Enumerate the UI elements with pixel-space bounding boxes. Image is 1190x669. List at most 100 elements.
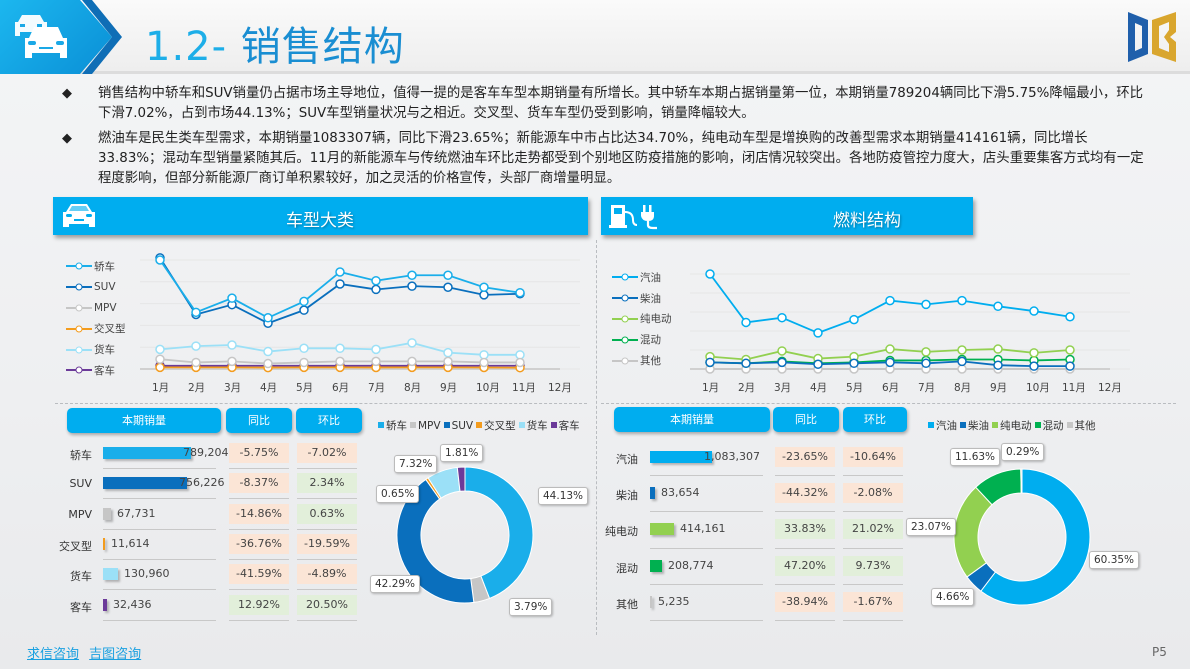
title-text: 销售结构 <box>227 24 405 70</box>
fuel-line-legend: 汽油 柴油 纯电动 混动 其他 <box>612 267 672 371</box>
row-divider <box>229 498 289 500</box>
row-label: MPV <box>68 507 92 521</box>
section-title: 车型大类 <box>286 211 354 231</box>
legend-label: 轿车 <box>94 260 115 273</box>
vehicle-type-header: 车型大类 <box>53 197 588 235</box>
sales-bar <box>103 598 107 611</box>
sales-value: 1,083,307 <box>704 450 760 463</box>
legend-swatch-icon <box>378 422 384 428</box>
legend-line-icon <box>66 262 92 270</box>
vehicle-pie-legend: 轿车 MPV SUV 交叉型 货车 客车 <box>378 418 583 433</box>
row-divider <box>103 559 216 561</box>
car-icon <box>63 204 95 227</box>
legend-item: 纯电动 <box>992 420 1032 432</box>
legend-item: 其他 <box>1066 420 1096 432</box>
legend-item: 客车 <box>550 420 580 432</box>
row-label: 交叉型 <box>59 539 92 553</box>
row-label: 汽油 <box>616 453 638 466</box>
footer-link-jitu[interactable]: 吉图咨询 <box>89 647 142 662</box>
col-header-mom: 环比 <box>296 408 362 433</box>
sales-value: 789,204 <box>183 446 229 459</box>
footer-link-qiuxin[interactable]: 求信咨询 <box>27 647 80 662</box>
bullet-text: 燃油车是民生类车型需求，本期销量1083307辆，同比下滑23.65%；新能源车… <box>98 131 1144 186</box>
row-divider <box>650 547 763 549</box>
section-title: 燃料结构 <box>833 211 901 231</box>
sales-bar <box>103 507 111 520</box>
fuel-line-chart <box>690 269 1130 374</box>
x-axis-label: 11月 <box>512 382 536 394</box>
legend-item: 汽油 <box>928 420 957 432</box>
row-label: 客车 <box>70 600 92 614</box>
legend-item: SUV <box>443 420 473 432</box>
x-axis-label: 12月 <box>1098 382 1122 394</box>
x-axis-label: 6月 <box>332 382 350 394</box>
x-axis-label: 3月 <box>224 382 242 394</box>
mom-cell: -19.59% <box>297 533 357 554</box>
sales-bar <box>650 487 655 500</box>
legend-item: 柴油 <box>612 288 672 309</box>
pie-data-label: 1.81% <box>440 444 484 462</box>
yoy-cell: -38.94% <box>775 591 835 612</box>
mom-cell: 0.63% <box>297 503 357 524</box>
row-divider <box>297 589 357 591</box>
fuel-pie-legend: 汽油 柴油 纯电动 混动 其他 <box>928 418 1099 433</box>
mom-cell: 9.73% <box>843 555 903 576</box>
legend-line-icon <box>66 346 92 354</box>
legend-item: 货车 <box>66 339 126 360</box>
row-divider <box>843 583 903 585</box>
sales-bar <box>103 447 191 459</box>
diamond-bullet-icon: ◆ <box>62 131 72 146</box>
row-divider <box>297 528 357 530</box>
row-label: 混动 <box>616 561 638 575</box>
col-header-yoy: 同比 <box>226 408 292 433</box>
sales-bar <box>103 477 187 490</box>
sales-bar <box>650 523 674 536</box>
legend-swatch-icon <box>443 422 450 428</box>
mom-cell: -2.08% <box>843 483 903 504</box>
legend-line-icon <box>612 357 638 365</box>
row-divider <box>229 559 289 561</box>
col-header-mom: 环比 <box>843 407 907 432</box>
mom-cell: 2.34% <box>297 473 357 494</box>
mom-cell: -4.89% <box>297 564 357 585</box>
fuel-donut-chart <box>953 468 1091 606</box>
sales-bar <box>103 568 118 581</box>
col-header-sales: 本期销量 <box>614 407 770 432</box>
sales-bar <box>650 595 652 608</box>
row-divider <box>229 619 289 621</box>
x-axis-label: 7月 <box>368 382 386 394</box>
legend-label: 其他 <box>640 355 661 368</box>
col-header-yoy: 同比 <box>773 407 839 432</box>
legend-label: SUV <box>94 281 116 294</box>
row-label: 其他 <box>616 597 638 611</box>
vehicle-line-chart <box>140 253 580 373</box>
yoy-cell: -8.37% <box>229 473 289 494</box>
row-divider <box>229 528 289 530</box>
row-divider <box>843 547 903 549</box>
x-axis-label: 8月 <box>404 382 422 394</box>
legend-swatch-icon <box>550 422 557 428</box>
row-divider <box>775 547 835 549</box>
row-divider <box>297 559 357 561</box>
row-divider <box>650 619 763 621</box>
sales-value: 414,161 <box>680 522 726 536</box>
legend-line-icon <box>66 304 92 312</box>
x-axis-label: 11月 <box>1062 382 1086 394</box>
legend-swatch-icon <box>1034 422 1041 428</box>
yoy-cell: -44.32% <box>775 483 835 504</box>
x-axis-label: 2月 <box>188 382 206 394</box>
row-divider <box>650 583 763 585</box>
row-divider <box>775 583 835 585</box>
pie-data-label: 3.79% <box>509 598 553 616</box>
row-divider <box>103 468 216 470</box>
pie-data-label: 0.65% <box>376 485 420 503</box>
x-axis-label: 7月 <box>918 382 936 394</box>
row-divider <box>843 475 903 477</box>
legend-swatch-icon <box>960 422 966 428</box>
row-divider <box>229 589 289 591</box>
legend-swatch-icon <box>476 422 483 428</box>
yoy-cell: 47.20% <box>775 555 835 576</box>
sales-bar <box>650 559 662 572</box>
fuel-structure-header: 燃料结构 <box>601 197 973 235</box>
legend-swatch-icon <box>928 422 934 428</box>
